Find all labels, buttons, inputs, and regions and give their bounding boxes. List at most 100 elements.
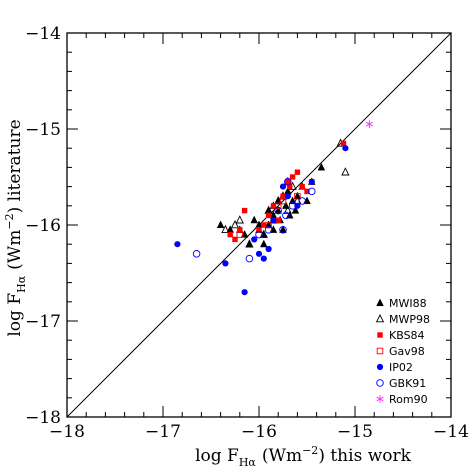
- legend-label-mwp98: MWP98: [389, 313, 430, 326]
- data-point-ip02: [308, 178, 315, 185]
- data-point-ip02: [251, 236, 258, 243]
- y-axis-ticks: −18 −17 −16 −15 −14: [25, 24, 451, 428]
- x-axis-label-rest: ) this work: [318, 446, 411, 466]
- x-tick-label: −17: [145, 422, 181, 442]
- legend-marker-rom90: [376, 395, 384, 403]
- data-point-gav98: [274, 202, 282, 210]
- data-point-mwi88: [216, 220, 225, 229]
- data-point-kbs84: [227, 231, 233, 238]
- x-axis-label: log FHα (Wm−2) this work: [195, 444, 412, 469]
- data-point-kbs84: [289, 174, 296, 180]
- x-axis-label-sub: Hα: [239, 456, 257, 469]
- data-point-gbk91: [255, 230, 263, 239]
- data-points: [174, 120, 373, 296]
- x-tick-label: −18: [49, 422, 85, 442]
- data-point-gav98: [279, 197, 287, 205]
- data-point-ip02: [222, 260, 229, 267]
- data-point-ip02: [260, 255, 267, 262]
- y-axis-label-rest: ) literature: [5, 119, 25, 213]
- legend-marker-gav98: [376, 347, 384, 355]
- data-point-kbs84: [275, 217, 281, 223]
- data-point-kbs84: [261, 222, 267, 228]
- y-tick-label: −14: [25, 24, 61, 44]
- y-tick-label: −18: [25, 408, 61, 428]
- data-point-gbk91: [245, 254, 254, 263]
- y-axis-label: log FHα (Wm−2) literature: [3, 119, 28, 336]
- y-tick-label: −16: [25, 216, 61, 236]
- data-point-mwi88: [259, 239, 268, 248]
- x-tick-label: −14: [433, 422, 469, 442]
- data-point-mwp98: [230, 219, 240, 229]
- data-point-gav98: [265, 221, 272, 229]
- data-point-ip02: [241, 289, 248, 296]
- data-point-kbs84: [287, 183, 293, 190]
- data-point-gbk91: [284, 178, 292, 186]
- data-point-gbk91: [308, 187, 316, 196]
- data-point-gbk91: [282, 211, 290, 220]
- data-point-ip02: [270, 217, 277, 224]
- data-point-mwp98: [283, 205, 292, 214]
- data-point-mwp98: [245, 239, 254, 248]
- y-axis-label-unit: (Wm: [5, 230, 25, 270]
- data-point-kbs84: [299, 183, 305, 190]
- data-point-kbs84: [340, 140, 347, 147]
- data-point-mwi88: [285, 210, 294, 219]
- legend-label-mwi88: MWI88: [389, 297, 427, 310]
- data-point-ip02: [265, 245, 272, 253]
- data-point-ip02: [284, 193, 291, 200]
- data-point-ip02: [255, 250, 263, 257]
- data-point-kbs84: [304, 188, 310, 195]
- data-point-mwp98: [221, 224, 230, 234]
- data-point-mwi88: [250, 215, 259, 224]
- y-tick-label: −17: [25, 312, 61, 332]
- y-axis-label-main: log F: [5, 293, 25, 337]
- data-point-mwi88: [279, 225, 287, 233]
- legend-marker-kbs84: [377, 332, 383, 338]
- legend-label-ip02: IP02: [389, 361, 413, 374]
- legend-label-gbk91: GBK91: [389, 377, 426, 390]
- x-axis-ticks: −18 −17 −16 −15 −14: [49, 33, 469, 442]
- data-point-gbk91: [298, 197, 306, 205]
- data-point-gbk91: [274, 206, 282, 215]
- x-axis-label-main: log F: [195, 446, 239, 466]
- legend-marker-mwi88: [376, 298, 384, 307]
- legend-marker-gbk91: [376, 379, 384, 387]
- data-point-ip02: [174, 241, 181, 248]
- data-point-rom90-stroke: [365, 121, 373, 127]
- data-point-ip02: [279, 183, 287, 190]
- y-axis-label-exp: −2: [3, 213, 16, 229]
- legend-marker-rom90-stroke: [376, 396, 384, 402]
- data-point-mwi88: [288, 196, 297, 205]
- data-point-kbs84: [294, 169, 301, 175]
- legend-marker-mwp98: [375, 313, 385, 323]
- data-point-kbs84: [285, 179, 291, 185]
- data-point-ip02: [342, 145, 349, 152]
- data-point-kbs84: [237, 227, 243, 233]
- data-point-gav98: [294, 192, 301, 200]
- data-point-mwp98: [235, 215, 244, 224]
- x-tick-label: −15: [337, 422, 373, 442]
- data-point-mwi88: [291, 206, 300, 214]
- y-axis-label-sub: Hα: [15, 275, 28, 293]
- data-point-kbs84: [270, 203, 277, 209]
- legend-marker-ip02: [376, 363, 384, 371]
- data-point-gav98: [236, 231, 244, 238]
- data-point-gbk91: [192, 250, 201, 258]
- x-axis-label-unit: (Wm: [262, 446, 302, 466]
- legend-label-gav98: Gav98: [389, 345, 425, 358]
- legend-label-kbs84: KBS84: [389, 329, 425, 342]
- y-tick-label: −15: [25, 120, 61, 140]
- data-point-mwp98: [341, 167, 350, 176]
- data-point-mwi88: [317, 162, 326, 171]
- data-point-gbk91: [264, 226, 273, 234]
- legend: MWI88 MWP98 KBS84 Gav98 IP02 GBK91 Rom90: [375, 297, 430, 406]
- data-point-kbs84: [265, 212, 272, 219]
- data-point-kbs84: [241, 207, 248, 214]
- data-point-gbk91: [279, 226, 287, 234]
- data-point-kbs84: [280, 193, 286, 199]
- data-point-gbk91: [288, 202, 297, 210]
- x-tick-label: −16: [241, 422, 277, 442]
- x-axis-label-exp: −2: [302, 444, 318, 457]
- data-point-mwi88: [274, 206, 283, 214]
